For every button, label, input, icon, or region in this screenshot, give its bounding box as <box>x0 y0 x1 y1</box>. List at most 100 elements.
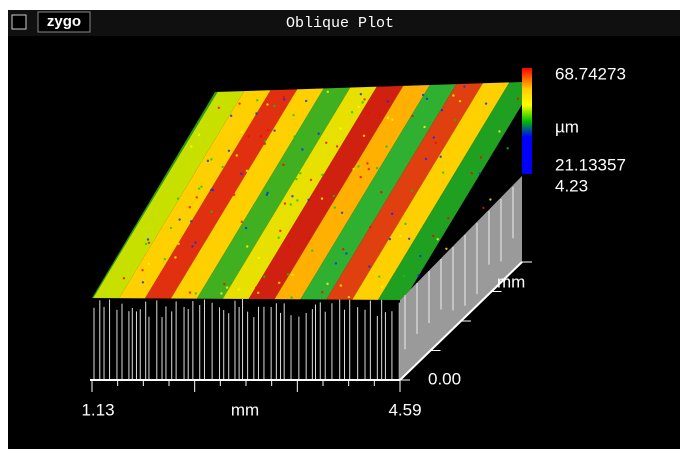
surface-speckle <box>321 174 323 176</box>
surface-speckle <box>195 292 197 294</box>
surface-speckle <box>435 142 437 144</box>
surface-speckle <box>321 197 323 199</box>
surface-speckle <box>342 248 344 250</box>
surface-speckle <box>240 173 242 175</box>
surface-speckle <box>381 286 383 288</box>
surface-speckle <box>282 164 284 166</box>
surface-speckle <box>470 172 472 174</box>
surface-speckle <box>198 187 200 189</box>
surface-speckle <box>437 110 439 112</box>
surface-speckle <box>378 275 380 277</box>
surface-speckle <box>142 281 144 283</box>
surface-speckle <box>284 202 286 204</box>
surface-speckle <box>283 98 285 100</box>
surface-speckle <box>347 228 349 230</box>
surface-speckle <box>177 198 179 200</box>
surface-speckle <box>210 211 212 213</box>
surface-speckle <box>291 195 293 197</box>
x-min: 1.13 <box>81 400 114 419</box>
surface-speckle <box>333 195 335 197</box>
surface-speckle <box>273 129 275 131</box>
surface-speckle <box>257 292 259 294</box>
surface-speckle <box>302 135 304 137</box>
surface-speckle <box>233 194 235 196</box>
surface-speckle <box>439 156 441 158</box>
surface-speckle <box>256 99 258 101</box>
surface-speckle <box>426 98 428 100</box>
surface-speckle <box>295 178 297 180</box>
surface-speckle <box>241 131 243 133</box>
surface-speckle <box>223 283 225 285</box>
surface-speckle <box>369 226 371 228</box>
surface-speckle <box>301 148 303 150</box>
surface-speckle <box>311 249 313 251</box>
surface-speckle <box>387 100 389 102</box>
surface-speckle <box>391 119 393 121</box>
surface-speckle <box>335 262 337 264</box>
surface-speckle <box>246 170 248 172</box>
surface-speckle <box>264 143 266 145</box>
surface-speckle <box>385 145 387 147</box>
surface-speckle <box>174 256 176 258</box>
surface-speckle <box>189 291 191 293</box>
surface-speckle <box>200 185 202 187</box>
surface-speckle <box>363 135 365 137</box>
surface-speckle <box>283 96 285 98</box>
surface-speckle <box>263 276 265 278</box>
colorbar-max: 68.74273 <box>555 64 626 83</box>
surface-speckle <box>237 288 239 290</box>
surface-speckle <box>454 119 456 121</box>
surface-speckle <box>287 245 289 247</box>
surface-speckle <box>190 220 192 222</box>
colorbar <box>522 68 532 174</box>
surface-speckle <box>379 113 381 115</box>
surface-speckle <box>264 140 266 142</box>
colorbar-min: 21.13357 <box>555 155 626 174</box>
surface-speckle <box>358 106 360 108</box>
surface-speckle <box>411 115 413 117</box>
surface-speckle <box>170 227 172 229</box>
surface-speckle <box>351 111 353 113</box>
surface-speckle <box>194 241 196 243</box>
colorbar-unit: µm <box>555 117 579 136</box>
surface-speckle <box>299 172 301 174</box>
surface-speckle <box>391 213 393 215</box>
surface-speckle <box>267 129 269 131</box>
surface-speckle <box>247 135 249 137</box>
system-menu-icon[interactable] <box>12 15 26 29</box>
surface-speckle <box>325 142 327 144</box>
surface-speckle <box>178 218 180 220</box>
surface-speckle <box>164 258 166 260</box>
surface-speckle <box>189 206 191 208</box>
surface-speckle <box>345 252 347 254</box>
surface-speckle <box>380 191 382 193</box>
surface-speckle <box>368 265 370 267</box>
surface-speckle <box>387 117 389 119</box>
depth-min: 0.00 <box>428 369 461 388</box>
surface-speckle <box>287 273 289 275</box>
surface-speckle <box>277 236 279 238</box>
surface-speckle <box>241 237 243 239</box>
surface-speckle <box>321 291 323 293</box>
surface-speckle <box>218 107 220 109</box>
surface-speckle <box>230 115 232 117</box>
x-max: 4.59 <box>388 400 421 419</box>
surface-speckle <box>340 284 342 286</box>
surface-speckle <box>419 255 421 257</box>
surface-speckle <box>436 238 438 240</box>
surface-speckle <box>417 274 419 276</box>
surface-speckle <box>479 172 481 174</box>
surface-speckle <box>210 189 212 191</box>
surface-speckle <box>447 217 449 219</box>
surface-speckle <box>221 166 223 168</box>
surface-speckle <box>485 102 487 104</box>
surface-speckle <box>177 243 179 245</box>
surface-speckle <box>334 206 336 208</box>
surface-speckle <box>196 196 198 198</box>
surface-speckle <box>359 176 361 178</box>
x-unit: mm <box>231 400 259 419</box>
surface-speckle <box>408 238 410 240</box>
surface-speckle <box>260 135 262 137</box>
surface-speckle <box>191 245 193 247</box>
surface-speckle <box>361 101 363 103</box>
